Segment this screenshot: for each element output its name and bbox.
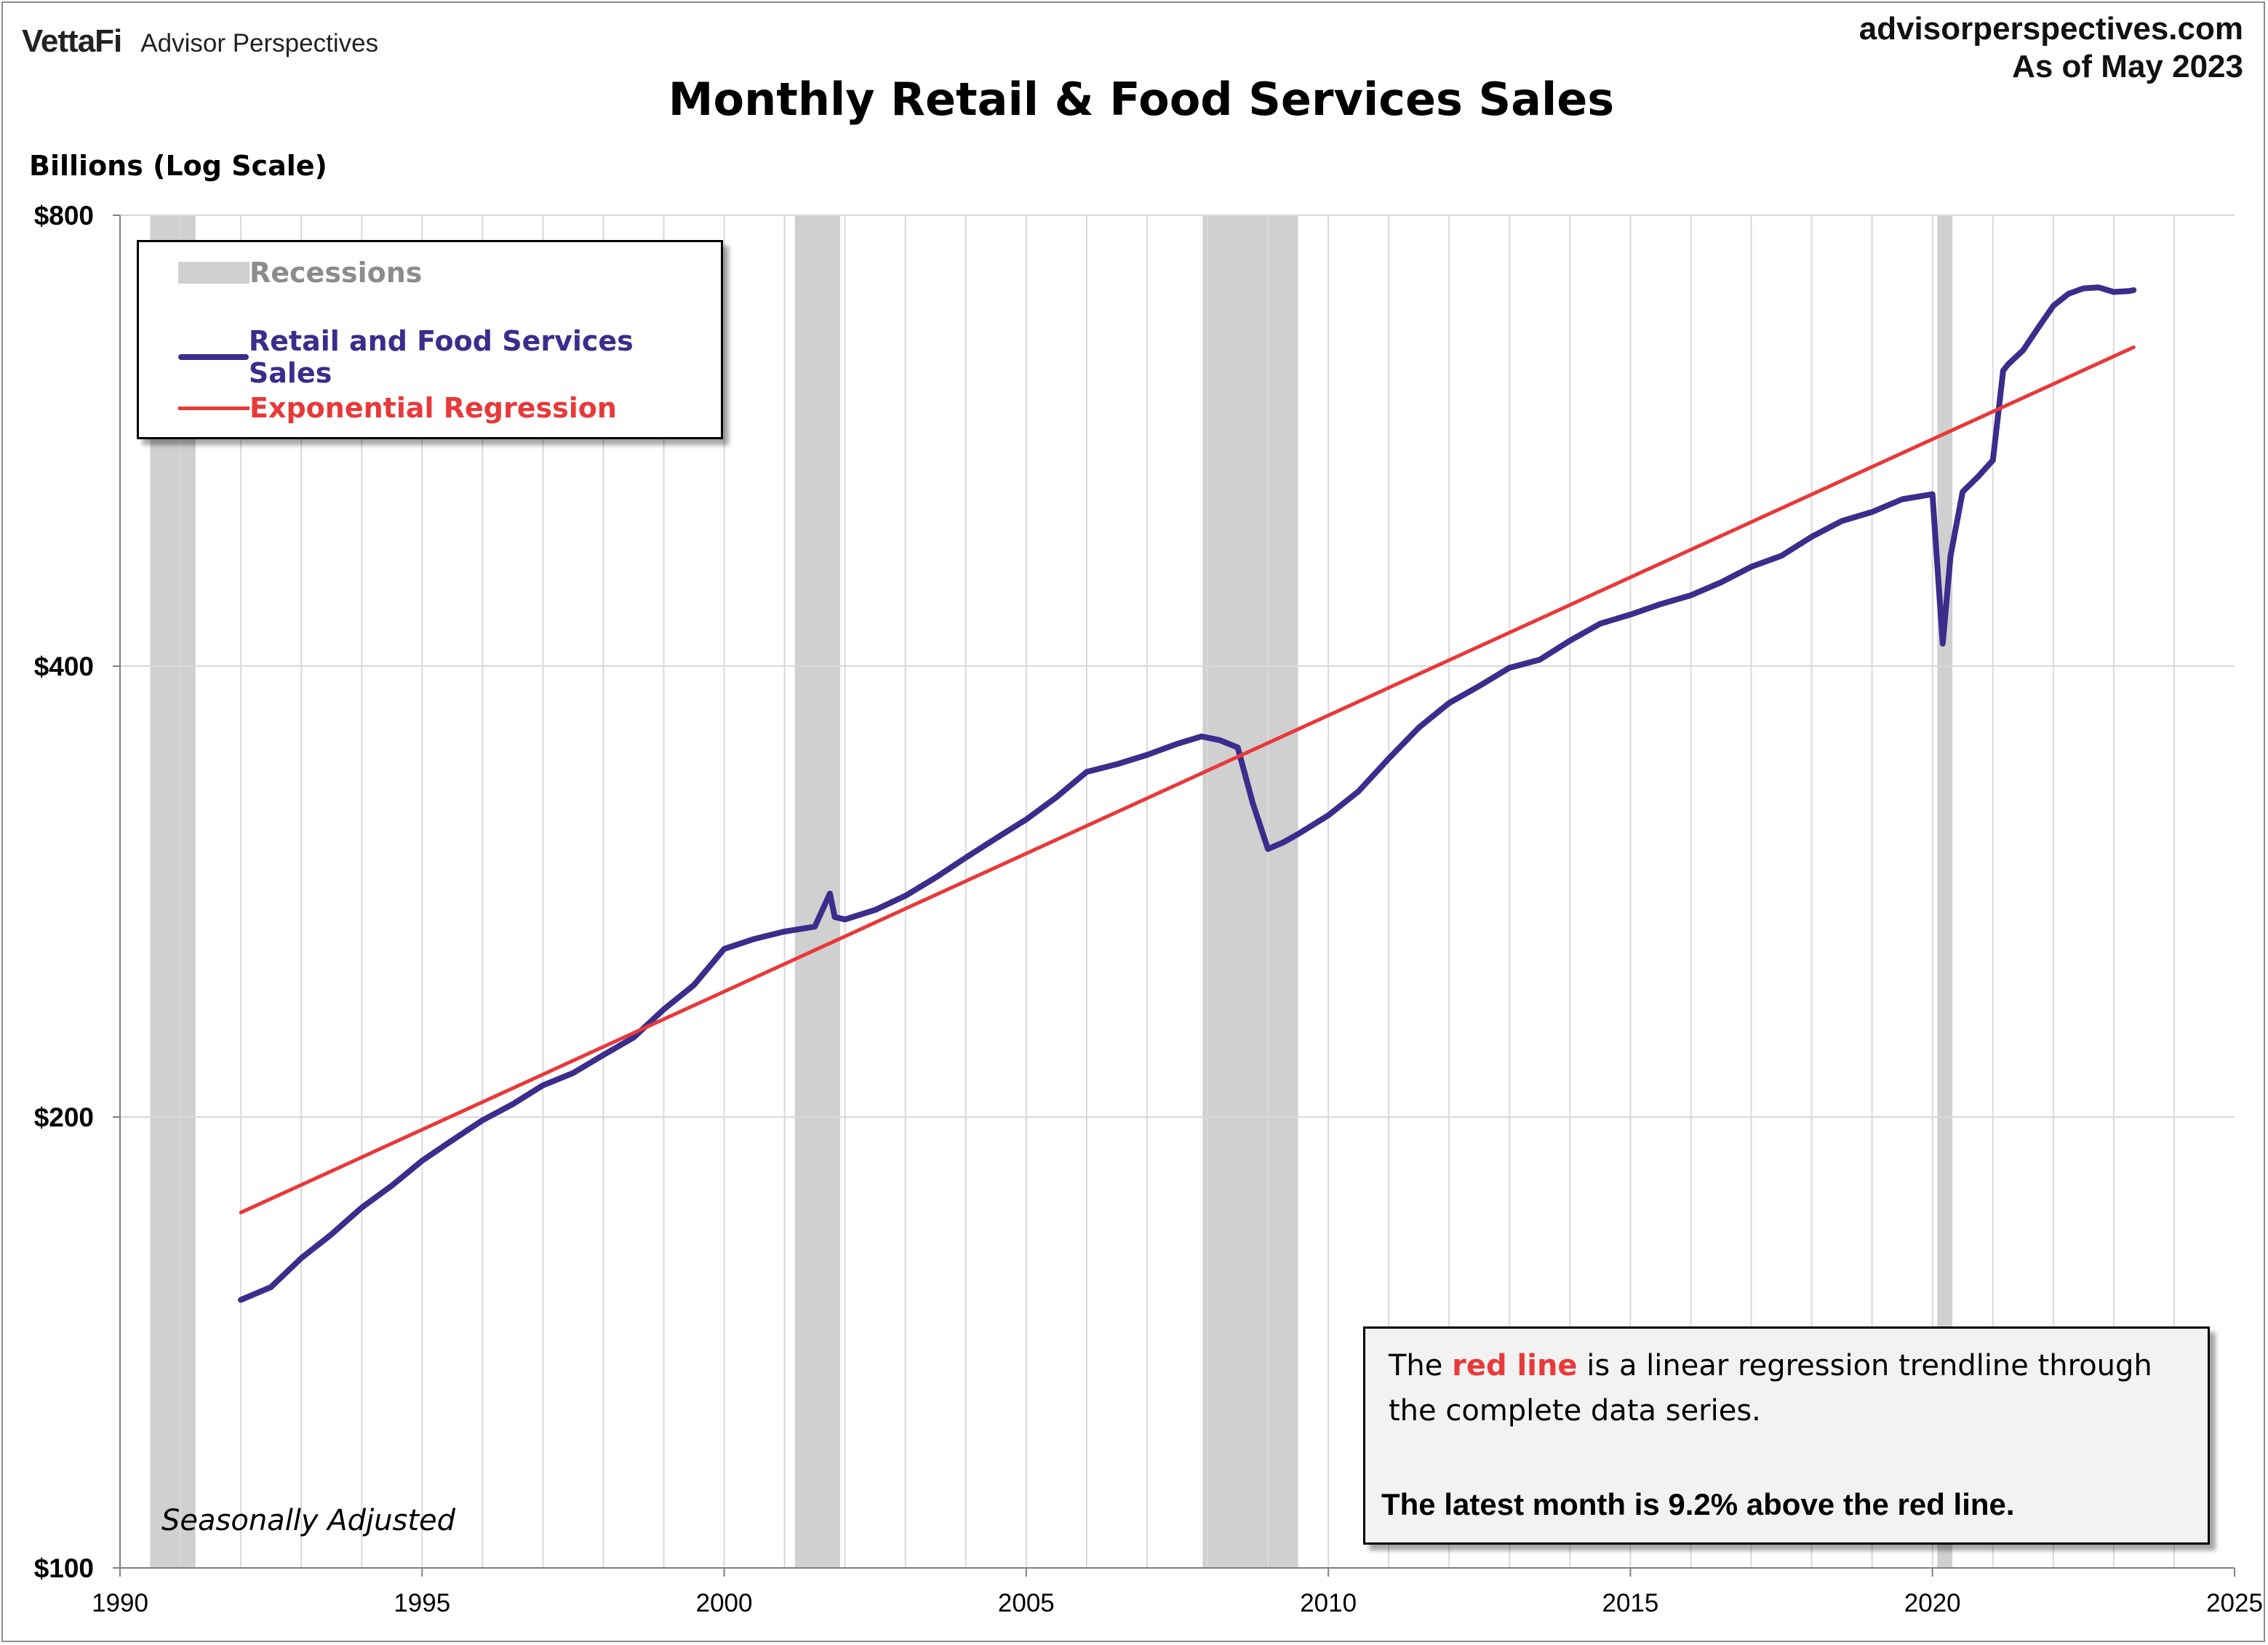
y-tick-label: $100 xyxy=(34,1553,94,1583)
x-tick-label: 2020 xyxy=(1904,1589,1961,1617)
chart-title: Monthly Retail & Food Services Sales xyxy=(668,73,1615,126)
legend-label-regression: Exponential Regression xyxy=(249,392,617,424)
legend-swatch-recessions xyxy=(178,262,249,284)
recession-band xyxy=(1202,215,1298,1568)
recession-bands xyxy=(150,215,1953,1568)
site-info: advisorperspectives.com As of May 2023 xyxy=(1859,10,2243,86)
annotation-red-line: red line xyxy=(1452,1349,1578,1382)
x-tick-label: 1990 xyxy=(92,1589,148,1617)
legend-item-regression: Exponential Regression xyxy=(178,392,617,424)
brand-logo: VettaFi xyxy=(22,23,122,59)
legend: Recessions Retail and Food Services Sale… xyxy=(137,240,723,439)
axes: $800 $400 $200 $100 1990 1995 2000 2005 2010 2015… xyxy=(34,201,2263,1617)
legend-item-sales: Retail and Food Services Sales xyxy=(178,325,721,389)
recession-band xyxy=(150,215,196,1568)
x-tick-label: 2025 xyxy=(2206,1589,2263,1617)
series-lines xyxy=(238,284,2137,1303)
recession-band xyxy=(794,215,841,1568)
annotation-text: The red line is a linear regression tren… xyxy=(1389,1343,2189,1433)
legend-swatch-regression xyxy=(178,406,249,410)
x-tick-label: 1995 xyxy=(394,1589,450,1617)
brand: VettaFi Advisor Perspectives xyxy=(22,23,378,60)
brand-subtitle: Advisor Perspectives xyxy=(140,29,379,57)
x-tick-label: 2000 xyxy=(696,1589,753,1617)
seasonal-note: Seasonally Adjusted xyxy=(161,1504,456,1537)
x-tick-label: 2015 xyxy=(1602,1589,1658,1617)
legend-label-sales: Retail and Food Services Sales xyxy=(248,325,634,389)
legend-swatch-sales xyxy=(178,354,249,360)
annotation-text-part1: The xyxy=(1389,1349,1453,1382)
x-tick-label: 2010 xyxy=(1300,1589,1357,1617)
legend-label-recessions: Recessions xyxy=(249,257,423,289)
x-tick-label: 2005 xyxy=(998,1589,1055,1617)
site-url: advisorperspectives.com xyxy=(1858,11,2243,47)
annotation-text-part2: is a linear regression trendline through… xyxy=(1389,1349,2152,1428)
annotation-latest: The latest month is 9.2% above the red l… xyxy=(1381,1487,2015,1521)
y-axis-label: Billions (Log Scale) xyxy=(29,150,327,182)
regression-line xyxy=(239,345,2136,1214)
sales-series-line xyxy=(238,284,2137,1303)
y-tick-label: $200 xyxy=(34,1102,94,1132)
y-tick-label: $400 xyxy=(34,652,94,681)
annotation-box: The red line is a linear regression tren… xyxy=(1363,1326,2210,1545)
y-tick-label: $800 xyxy=(34,201,94,231)
legend-item-recessions: Recessions xyxy=(178,257,422,289)
as-of-date: As of May 2023 xyxy=(2012,49,2243,84)
